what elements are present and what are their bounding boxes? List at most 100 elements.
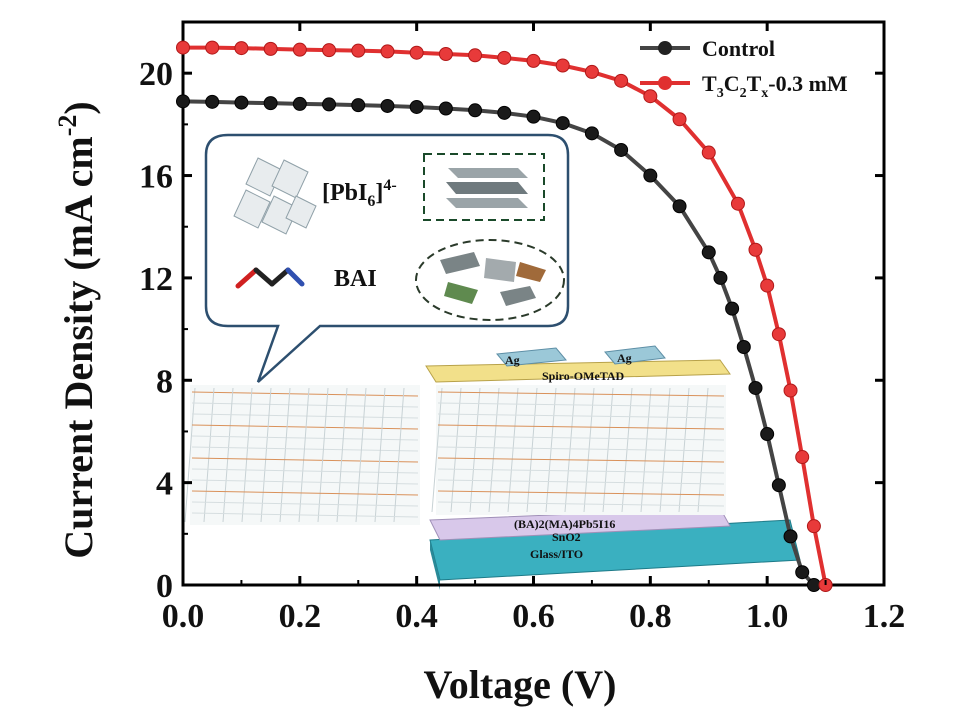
lattice-line <box>355 387 367 523</box>
series-point-0 <box>795 565 810 580</box>
lattice-line <box>602 387 614 513</box>
series-point-0 <box>736 340 751 355</box>
series-point-1 <box>614 73 629 88</box>
lattice-line <box>279 387 291 523</box>
series-point-1 <box>771 327 786 342</box>
series-point-1 <box>748 242 763 257</box>
lattice-line <box>191 402 419 408</box>
y-tick-label: 0 <box>156 568 173 605</box>
lattice-line <box>191 391 419 397</box>
series-point-1 <box>292 42 307 57</box>
series-point-1 <box>438 46 453 61</box>
lattice-lines-right <box>431 387 725 513</box>
series-point-1 <box>730 196 745 211</box>
series-point-1 <box>234 41 249 56</box>
series-point-1 <box>380 44 395 59</box>
ag-right-label: Ag <box>617 351 632 365</box>
series-point-0 <box>497 105 512 120</box>
series-point-0 <box>526 109 541 124</box>
ticks-layer: 0.0 0.2 0.4 0.6 0.8 1.0 1.2 0 4 8 12 16 20 <box>139 22 905 635</box>
glass-ito-label: Glass/ITO <box>530 547 583 561</box>
series-layer <box>176 40 833 592</box>
lattice-line <box>437 424 725 430</box>
y-axis-title-group: Current Density (mA cm-2) <box>53 101 101 559</box>
lattice-line <box>583 387 595 513</box>
lattice-lines-left <box>184 387 419 523</box>
lattice-line <box>437 391 725 397</box>
lattice-line <box>545 387 557 513</box>
x-tick-label: 0.2 <box>279 598 322 635</box>
octahedra-icon <box>233 157 317 235</box>
series-point-1 <box>643 89 658 104</box>
series-point-0 <box>643 168 658 183</box>
lattice-line <box>437 413 725 419</box>
x-tick-label: 0.0 <box>162 598 205 635</box>
lattice-line <box>191 512 419 518</box>
lattice-line <box>317 387 329 523</box>
series-point-0 <box>438 101 453 116</box>
lattice-line <box>564 387 576 513</box>
series-point-0 <box>555 116 570 131</box>
series-point-1 <box>672 112 687 127</box>
inset-illustration: [PbI6]4- BAI <box>184 133 801 590</box>
lattice-line <box>437 435 725 441</box>
y-tick-label: 20 <box>139 56 173 93</box>
x-tick-label: 1.2 <box>863 598 906 635</box>
lattice-line <box>431 387 443 513</box>
y-tick-label: 8 <box>156 363 173 400</box>
series-point-1 <box>409 45 424 60</box>
series-point-0 <box>292 96 307 111</box>
lattice-line <box>526 387 538 513</box>
lattice-line <box>241 387 253 523</box>
legend-marker-t3c2tx <box>658 76 672 90</box>
x-tick-label: 0.6 <box>512 598 555 635</box>
series-point-1 <box>176 40 190 55</box>
fragment-ellipse <box>415 239 565 321</box>
series-point-0 <box>584 126 599 141</box>
series-point-1 <box>351 43 366 58</box>
series-point-0 <box>701 245 716 260</box>
lattice-line <box>393 387 405 523</box>
series-point-1 <box>783 383 798 398</box>
series-point-0 <box>672 199 687 214</box>
lattice-line <box>437 446 725 452</box>
lattice-line <box>191 479 419 485</box>
lattice-line <box>184 387 196 523</box>
lattice-line <box>437 479 725 485</box>
y-tick-label: 12 <box>139 261 173 298</box>
lattice-line <box>191 468 419 474</box>
layered-perovskite-icon <box>446 168 528 208</box>
series-point-0 <box>713 270 728 285</box>
lattice-line <box>191 490 419 496</box>
series-point-0 <box>205 94 220 109</box>
series-point-0 <box>176 94 190 109</box>
x-tick-label: 0.4 <box>395 598 438 635</box>
series-point-1 <box>322 43 337 58</box>
series-point-0 <box>409 99 424 114</box>
series-point-0 <box>263 96 278 111</box>
perovskite-label: (BA)2(MA)4Pb5I16 <box>514 517 615 531</box>
series-line-0 <box>182 99 816 587</box>
legend-label-control: Control <box>702 36 775 61</box>
series-point-0 <box>234 95 249 110</box>
series-point-1 <box>795 450 810 465</box>
series-point-1 <box>806 519 821 534</box>
series-point-1 <box>497 50 512 65</box>
lattice-line <box>437 402 725 408</box>
lattice-line <box>437 490 725 496</box>
lattice-line <box>191 501 419 507</box>
legend: Control T3C2Tx-0.3 mM <box>640 36 848 101</box>
series-point-1 <box>526 53 541 68</box>
legend-marker-control <box>658 41 672 55</box>
series-point-1 <box>263 41 278 56</box>
fragments-icon <box>440 252 546 306</box>
series-point-1 <box>205 40 220 55</box>
y-tick-label: 4 <box>156 466 173 503</box>
series-point-1 <box>468 48 483 63</box>
series-point-0 <box>468 103 483 118</box>
series-point-0 <box>322 97 337 112</box>
y-tick-label: 16 <box>139 159 173 196</box>
lattice-line <box>697 387 709 513</box>
series-point-0 <box>380 98 395 113</box>
